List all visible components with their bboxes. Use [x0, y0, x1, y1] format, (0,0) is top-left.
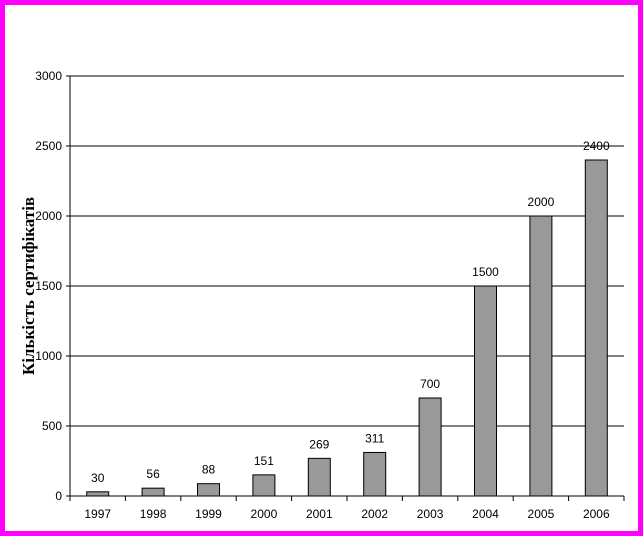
y-tick-label: 3000: [35, 69, 62, 83]
bar: [197, 483, 220, 497]
bar: [529, 215, 553, 497]
bar: [418, 397, 442, 497]
data-label: 88: [202, 463, 216, 477]
y-tick-label: 2000: [35, 209, 62, 223]
bar: [141, 487, 165, 497]
bar: [307, 457, 331, 497]
y-tick-label: 2500: [35, 139, 62, 153]
x-tick-label: 2003: [417, 507, 444, 521]
bar: [86, 491, 110, 497]
data-label: 2400: [583, 139, 610, 153]
data-label: 700: [420, 377, 440, 391]
x-tick-label: 2005: [528, 507, 555, 521]
x-tick-label: 2001: [306, 507, 333, 521]
x-tick-label: 2006: [583, 507, 610, 521]
x-tick-label: 2002: [361, 507, 388, 521]
bar: [474, 285, 497, 497]
data-label: 269: [309, 437, 329, 451]
y-axis-label: Кількість сертифікатів: [19, 197, 38, 375]
data-label: 56: [146, 467, 160, 481]
x-tick-label: 1999: [195, 507, 222, 521]
y-tick-label: 1500: [35, 279, 62, 293]
data-label: 311: [365, 431, 384, 445]
bar: [584, 159, 608, 497]
x-tick-label: 1998: [140, 507, 167, 521]
data-label: 151: [254, 454, 274, 468]
data-label: 2000: [528, 195, 555, 209]
bar: [363, 451, 387, 497]
bar: [252, 474, 276, 497]
y-tick-label: 1000: [35, 349, 62, 363]
x-tick-label: 2004: [472, 507, 499, 521]
y-tick-label: 500: [42, 419, 62, 433]
data-label: 1500: [472, 265, 499, 279]
x-tick-label: 2000: [251, 507, 278, 521]
y-tick-label: 0: [55, 489, 62, 503]
data-label: 30: [91, 471, 105, 485]
x-tick-label: 1997: [84, 507, 111, 521]
